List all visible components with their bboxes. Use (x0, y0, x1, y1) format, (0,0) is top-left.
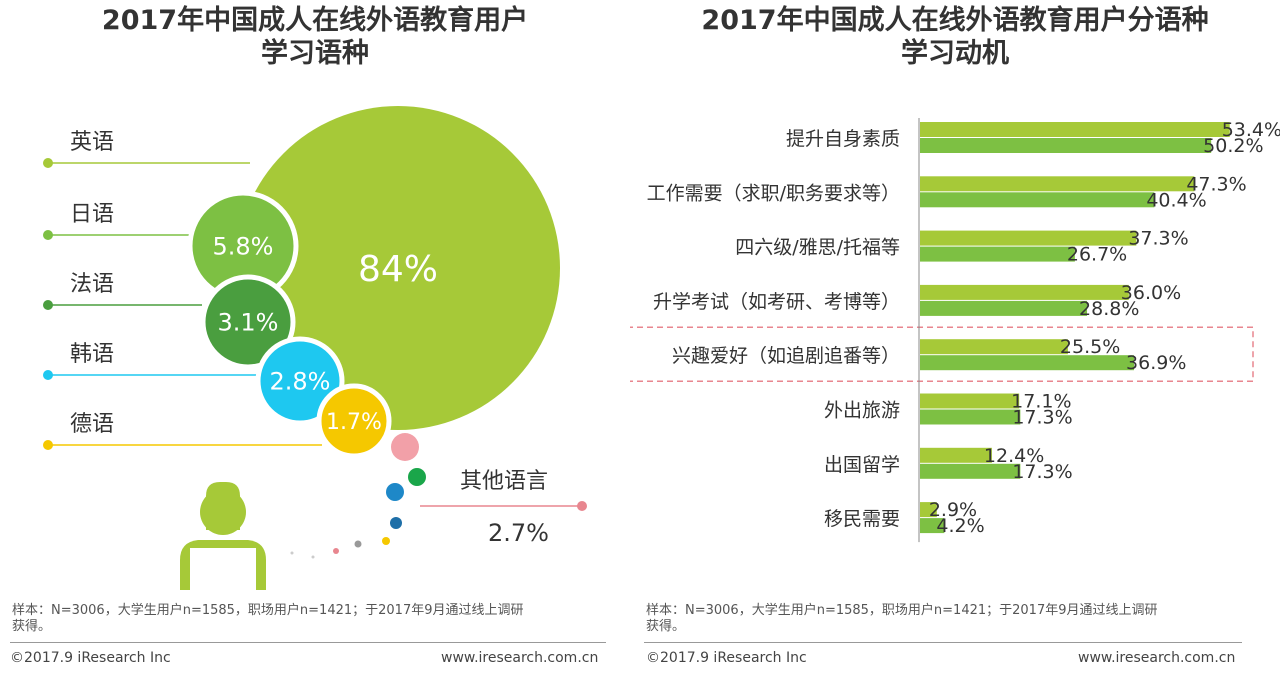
legend-label-japanese: 日语 (70, 202, 114, 227)
legend-label-german: 德语 (70, 412, 114, 437)
legend-label-korean: 韩语 (70, 342, 114, 367)
bar-value-label: 12.4% (984, 445, 1044, 467)
bar-series2 (920, 409, 1021, 425)
bar-value-label: 17.3% (1012, 461, 1072, 483)
bubble-value-japanese: 5.8% (213, 233, 274, 261)
bar-series2 (920, 355, 1135, 371)
bubble-value-other: 2.7% (488, 519, 549, 547)
bar-series2 (920, 138, 1212, 153)
bubble-labels: 84% 5.8% 3.1% 2.8% 1.7% (213, 233, 439, 435)
left-panel: 2017年中国成人在线外语教育用户 学习语种 英语日语法语韩语德语其他语言 2.7… (0, 0, 630, 678)
bar-series1 (920, 176, 1195, 192)
other-language-dot (290, 551, 294, 555)
bar-value-label: 37.3% (1128, 228, 1188, 250)
left-url: www.iresearch.com.cn (441, 650, 599, 666)
bar-series1 (920, 230, 1137, 246)
user-computer-icon (180, 482, 266, 590)
right-copyright: ©2017.9 iResearch Inc (646, 650, 807, 666)
other-language-dot (408, 468, 426, 486)
right-sample-note: 样本：N=3006，大学生用户n=1585，职场用户n=1421；于2017年9… (646, 603, 1266, 635)
bar-series2 (920, 463, 1021, 479)
bar-series2 (920, 518, 945, 534)
category-label: 提升自身素质 (786, 128, 900, 150)
bar-series1 (920, 284, 1129, 300)
decorative-dots (290, 433, 426, 559)
bar-series2 (920, 246, 1075, 262)
bar-series1 (920, 447, 992, 463)
bar-value-label: 36.0% (1121, 282, 1181, 304)
bubble-value-german: 1.7% (326, 410, 382, 435)
value-labels: 53.4%50.2% 47.3%40.4% 37.3%26.7% 36.0%28.8%… (929, 119, 1280, 537)
right-sample-line2: 获得。 (646, 619, 686, 634)
highlight-box (630, 326, 1254, 382)
bubble-french (200, 274, 296, 370)
legend-dot-other (577, 501, 587, 511)
left-sample-line2: 获得。 (12, 619, 52, 634)
bar-value-label: 28.8% (1079, 298, 1139, 320)
bar-series2 (920, 300, 1088, 316)
category-label: 外出旅游 (824, 400, 900, 422)
right-footer-rule (644, 642, 1242, 643)
category-label: 升学考试（如考研、考博等） (653, 291, 900, 313)
right-sample-line1: 样本：N=3006，大学生用户n=1585，职场用户n=1421；于2017年9… (646, 603, 1158, 618)
bar-series1 (920, 339, 1068, 355)
bars (920, 122, 1230, 534)
right-title-line2: 学习动机 (901, 38, 1009, 69)
bar-value-label: 36.9% (1126, 352, 1186, 374)
category-label: 出国留学 (824, 454, 900, 476)
right-title-line1: 2017年中国成人在线外语教育用户分语种 (701, 5, 1209, 36)
bar-value-label: 47.3% (1186, 173, 1246, 195)
bar-series1 (920, 122, 1230, 137)
bubble-korean (255, 336, 345, 426)
legend-label-french: 法语 (70, 272, 114, 297)
bubble-german (316, 383, 392, 459)
left-copyright: ©2017.9 iResearch Inc (10, 650, 171, 666)
right-chart-title: 2017年中国成人在线外语教育用户分语种 学习动机 (630, 4, 1280, 70)
left-title-line2: 学习语种 (261, 38, 369, 69)
bubble-value-korean: 2.8% (270, 368, 331, 396)
right-url: www.iresearch.com.cn (1078, 650, 1236, 666)
other-language-dot (311, 555, 315, 559)
bar-value-label: 50.2% (1203, 135, 1263, 157)
left-sample-line1: 样本：N=3006，大学生用户n=1585，职场用户n=1421；于2017年9… (12, 603, 524, 618)
bubble-value-english: 84% (358, 249, 438, 290)
bubble-value-french: 3.1% (218, 309, 279, 337)
bar-value-label: 26.7% (1067, 244, 1127, 266)
other-language-dot (354, 540, 362, 548)
category-label: 兴趣爱好（如追剧追番等） (672, 345, 900, 367)
bar-value-label: 53.4% (1222, 119, 1280, 141)
category-label: 移民需要 (824, 508, 900, 530)
left-sample-note: 样本：N=3006，大学生用户n=1585，职场用户n=1421；于2017年9… (12, 603, 612, 635)
legend-label-other: 其他语言 (460, 469, 548, 494)
bar-value-label: 25.5% (1060, 336, 1120, 358)
bar-value-label: 2.9% (929, 499, 977, 521)
bar-value-label: 17.1% (1011, 391, 1071, 413)
bar-value-label: 4.2% (936, 515, 984, 537)
other-language-dot (390, 517, 402, 529)
bar-series1 (920, 393, 1020, 409)
category-label: 四六级/雅思/托福等 (735, 237, 900, 259)
left-title-line1: 2017年中国成人在线外语教育用户 (101, 5, 529, 36)
bar-series2 (920, 192, 1155, 208)
left-chart-title: 2017年中国成人在线外语教育用户 学习语种 (0, 4, 630, 70)
category-label: 工作需要（求职/职务要求等） (647, 182, 900, 204)
other-language-dot (386, 483, 404, 501)
right-panel: 2017年中国成人在线外语教育用户分语种 学习动机 提升自身素质工作需要（求职/… (630, 0, 1280, 678)
bar-value-label: 17.3% (1012, 407, 1072, 429)
legend-label-english: 英语 (70, 130, 114, 155)
bar-value-label: 40.4% (1146, 189, 1206, 211)
bubbles (187, 106, 560, 459)
bar-series1 (920, 502, 937, 518)
other-language-dot (391, 433, 419, 461)
left-footer-rule (10, 642, 606, 643)
other-language-dot (333, 548, 339, 554)
other-language-dot (382, 537, 390, 545)
